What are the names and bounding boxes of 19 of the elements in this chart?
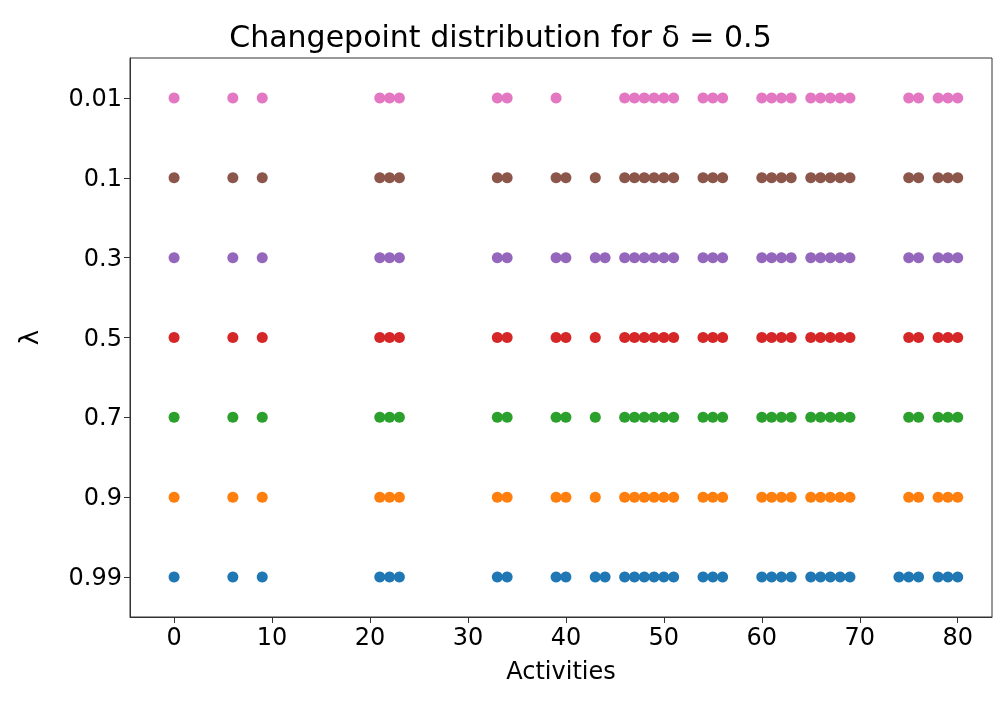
y-tick-label: 0.3 xyxy=(83,243,122,272)
x-tick-label: 30 xyxy=(452,623,484,651)
x-tick-label: 50 xyxy=(648,623,680,651)
x-tick-label: 20 xyxy=(354,623,386,651)
x-tick-label: 80 xyxy=(942,623,973,651)
x-axis-title: Activities xyxy=(506,657,616,685)
x-tick-label: 60 xyxy=(746,623,778,651)
y-tick-label: 0.1 xyxy=(83,163,122,192)
x-tick-label: 70 xyxy=(844,623,876,651)
x-tick-label: 40 xyxy=(550,623,582,651)
y-tick-label: 0.5 xyxy=(83,323,122,352)
y-tick-label: 0.9 xyxy=(83,483,122,512)
x-tick-label: 0 xyxy=(166,623,182,651)
y-tick-label: 0.01 xyxy=(68,83,122,112)
chart-title: Changepoint distribution for δ = 0.5 xyxy=(229,18,772,54)
y-tick-label: 0.99 xyxy=(68,563,122,592)
y-axis-title: λ xyxy=(14,329,44,346)
x-tick-label: 10 xyxy=(256,623,288,651)
y-tick-label: 0.7 xyxy=(83,403,122,432)
